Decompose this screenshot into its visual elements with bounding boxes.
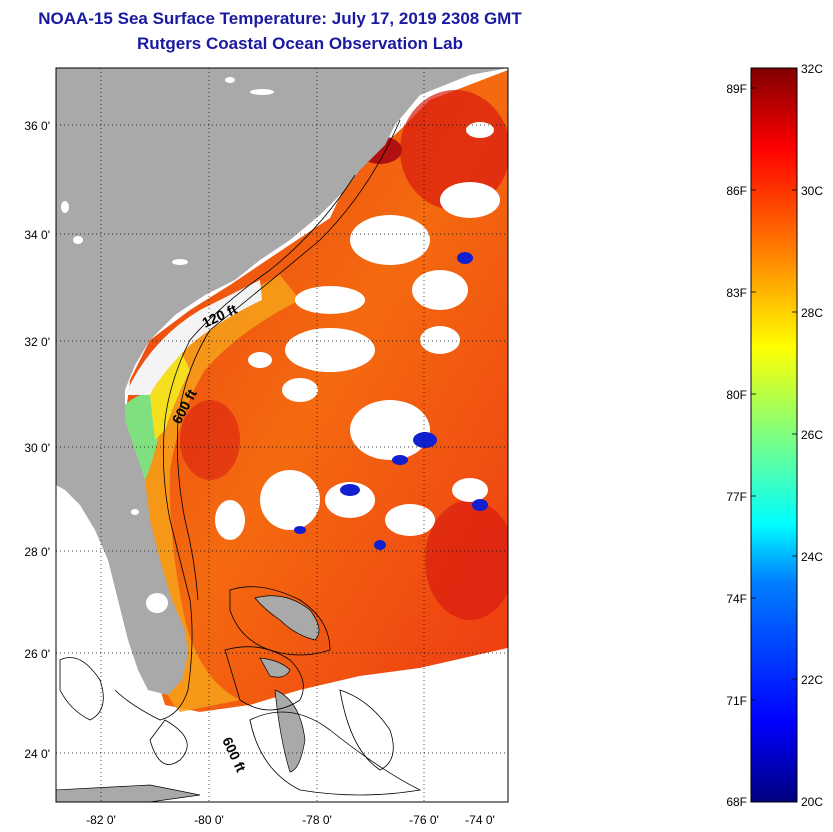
lon-label: -82 0' (86, 813, 116, 827)
lake-okeechobee (146, 593, 168, 613)
cloud-mask (215, 122, 500, 540)
lat-label: 32 0' (24, 335, 50, 349)
colorbar-ticks (751, 87, 797, 701)
colorbar-c-label: 30C (801, 184, 823, 198)
colorbar-c-label: 22C (801, 673, 823, 687)
colorbar-f-label: 74F (726, 592, 747, 606)
colorbar-c-label: 28C (801, 306, 823, 320)
warm-core-west (180, 400, 240, 480)
colorbar-f-label: 71F (726, 694, 747, 708)
colorbar-f-labels: 89F 86F 83F 80F 77F 74F 71F 68F (726, 82, 747, 809)
map-subtitle: Rutgers Coastal Ocean Observation Lab (137, 34, 463, 53)
graticule (56, 68, 508, 802)
bathymetry-contours (59, 119, 422, 796)
colorbar-f-label: 83F (726, 286, 747, 300)
colorbar-f-label: 77F (726, 490, 747, 504)
lat-label: 24 0' (24, 747, 50, 761)
colorbar-c-label: 32C (801, 62, 823, 76)
lon-label: -80 0' (194, 813, 224, 827)
colorbar-c-label: 24C (801, 550, 823, 564)
lat-label: 28 0' (24, 545, 50, 559)
colorbar-f-label: 89F (726, 82, 747, 96)
cold-spots (294, 252, 488, 550)
lat-axis: 36 0' 34 0' 32 0' 30 0' 28 0' 26 0' 24 0… (24, 119, 50, 761)
colorbar (750, 67, 798, 803)
colorbar-f-label: 80F (726, 388, 747, 402)
inland-lakes (61, 77, 274, 515)
lon-label: -74 0' (465, 813, 495, 827)
lat-label: 26 0' (24, 647, 50, 661)
map-title: NOAA-15 Sea Surface Temperature: July 17… (38, 9, 522, 28)
land-mainland (56, 68, 508, 695)
colorbar-f-label: 86F (726, 184, 747, 198)
bahamas-banks (56, 595, 320, 802)
nearshore-cloud (125, 280, 262, 395)
colorbar-c-label: 20C (801, 795, 823, 809)
lat-label: 30 0' (24, 441, 50, 455)
warm-core-north (400, 90, 508, 210)
lat-label: 34 0' (24, 228, 50, 242)
lon-label: -78 0' (302, 813, 332, 827)
colorbar-c-label: 26C (801, 428, 823, 442)
lon-label: -76 0' (409, 813, 439, 827)
colorbar-c-labels: 32C 30C 28C 26C 24C 22C 20C (801, 62, 823, 809)
lat-label: 36 0' (24, 119, 50, 133)
warm-core-east (425, 500, 508, 620)
colorbar-f-label: 68F (726, 795, 747, 809)
lon-axis: -82 0' -80 0' -78 0' -76 0' -74 0' (86, 813, 495, 827)
